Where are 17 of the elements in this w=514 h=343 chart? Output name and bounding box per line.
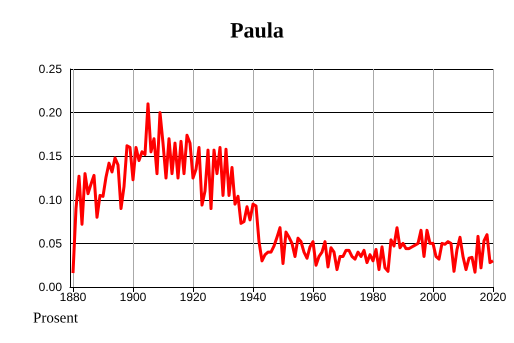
x-tick-label: 1940: [240, 290, 267, 304]
x-tick-label: 1920: [180, 290, 207, 304]
chart-title: Paula: [230, 18, 284, 42]
y-axis-title: Prosent: [33, 310, 79, 326]
x-tick-label: 1900: [120, 290, 147, 304]
line-series: [72, 102, 494, 275]
y-tick-label: 0.20: [38, 106, 62, 120]
y-tick-label: 0.25: [38, 62, 62, 76]
y-tick-label: 0.00: [38, 280, 62, 294]
x-tick-label: 2020: [480, 290, 507, 304]
x-tick-label: 2000: [420, 290, 447, 304]
y-tick-label: 0.15: [38, 149, 62, 164]
x-tick-label: 1880: [60, 290, 87, 304]
y-tick-label: 0.10: [38, 192, 62, 207]
y-tick-label: 0.05: [38, 236, 62, 250]
x-tick-label: 1960: [300, 290, 327, 304]
x-tick-label: 1980: [360, 290, 387, 304]
